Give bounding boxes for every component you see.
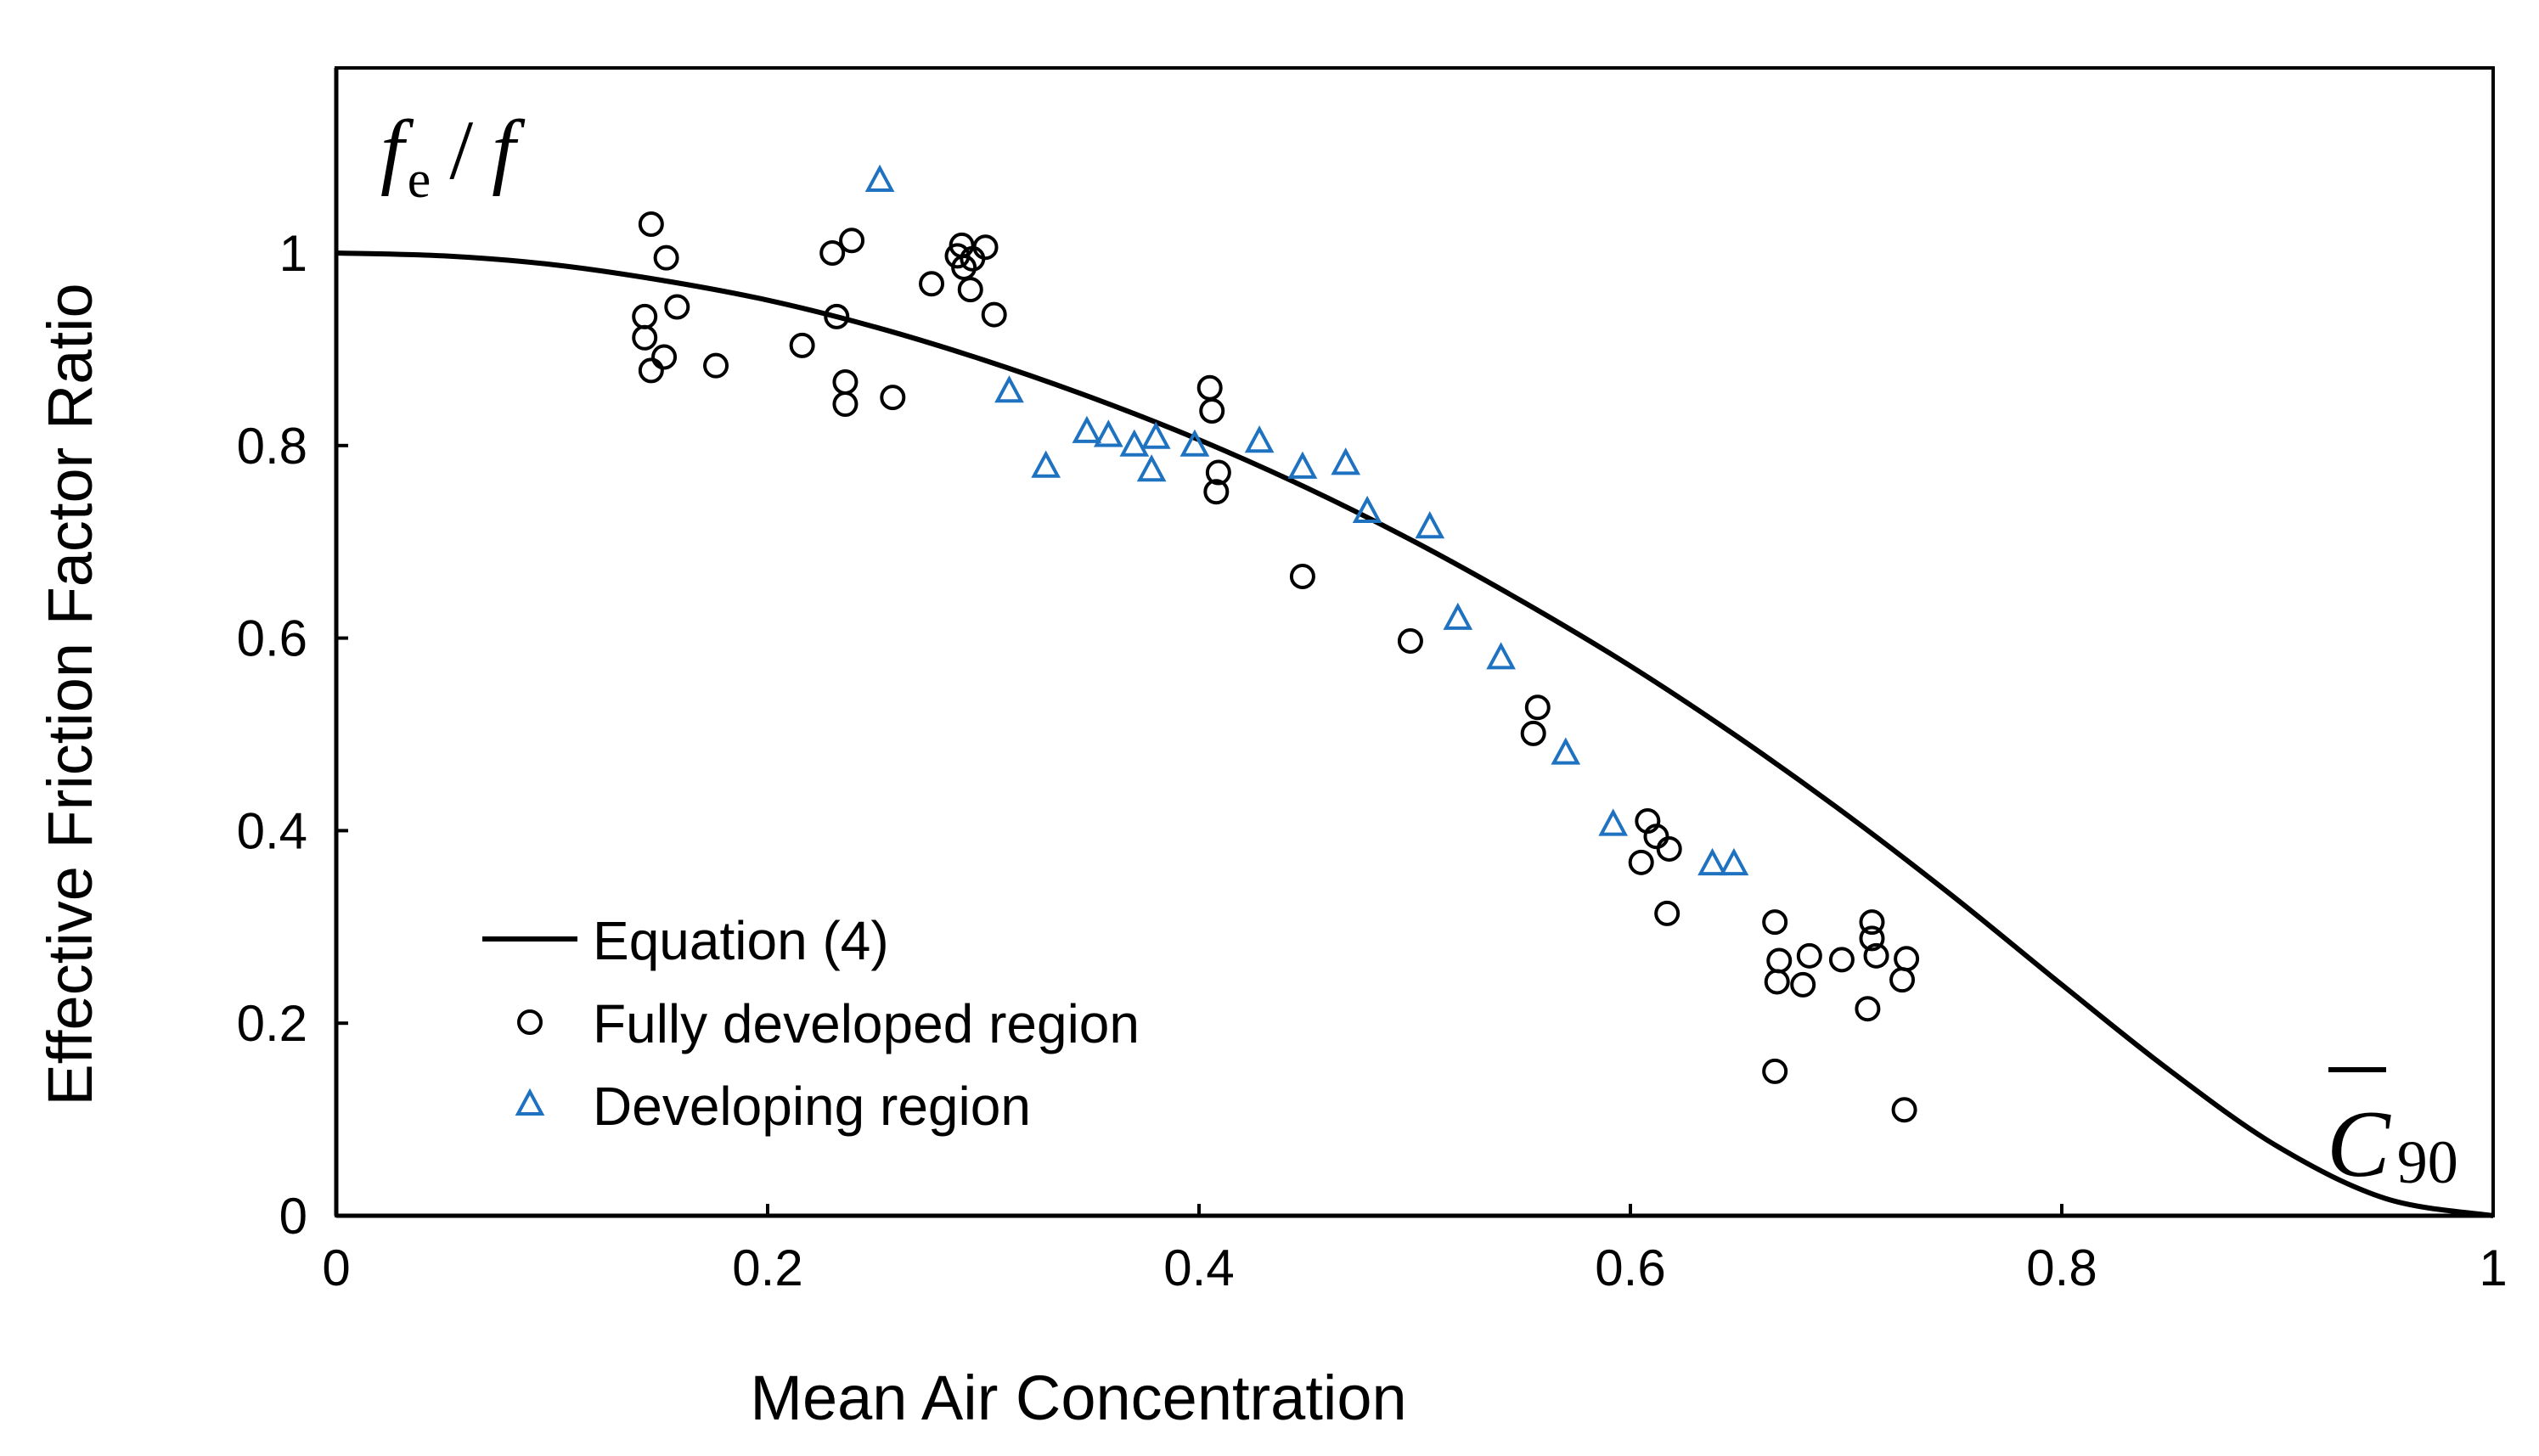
- developing-point: [1443, 602, 1473, 630]
- fully-developed-point: [1205, 459, 1231, 486]
- fully-developed-point: [1762, 1058, 1788, 1084]
- fully-developed-point: [1889, 967, 1916, 993]
- fully-developed-point: [1203, 479, 1230, 505]
- developing-point: [1598, 808, 1629, 836]
- svg-text:fe/f: fe / f: [380, 103, 526, 209]
- fully-developed-point: [632, 324, 658, 351]
- fully-developed-point: [703, 352, 729, 379]
- fully-developed-point: [1828, 947, 1855, 973]
- developing-point: [1331, 447, 1361, 475]
- y-tick-label: 0.6: [237, 610, 307, 667]
- developing-point: [1697, 847, 1727, 876]
- fully-developed-point: [824, 303, 850, 329]
- fully-developed-point: [839, 228, 865, 254]
- c90-label: C 90: [2327, 1067, 2458, 1197]
- y-tick-label: 0.4: [237, 802, 307, 859]
- fully-developed-point: [1520, 720, 1546, 746]
- fully-developed-point: [1855, 996, 1881, 1022]
- developing-point: [1352, 495, 1382, 524]
- data-points-layer: [632, 164, 1920, 1123]
- fully-developed-point: [1289, 564, 1315, 590]
- fully-developed-point: [638, 357, 664, 384]
- developing-point: [864, 164, 895, 192]
- equation-curve-layer: [335, 250, 2494, 1218]
- legend-label-fully-developed: Fully developed region: [593, 993, 1140, 1054]
- legend-triangle-marker: [515, 1088, 545, 1116]
- developing-point: [1551, 737, 1581, 765]
- y-axis-title: Effective Friction Factor Ratio: [35, 283, 105, 1105]
- developing-point: [1415, 510, 1445, 539]
- ratio-label-separator: /: [449, 103, 473, 197]
- x-tick-label: 0.2: [732, 1240, 802, 1296]
- fully-developed-point: [972, 234, 999, 261]
- fully-developed-point: [951, 255, 977, 281]
- fully-developed-point: [638, 211, 664, 237]
- fully-developed-point: [1397, 628, 1423, 655]
- fully-developed-point: [1654, 900, 1680, 926]
- x-tick-label: 0: [322, 1240, 350, 1296]
- x-tick-label: 0.4: [1163, 1240, 1234, 1296]
- fully-developed-point: [1859, 909, 1885, 936]
- legend: Equation (4) Fully developed region Deve…: [482, 910, 1140, 1137]
- legend-label-developing: Developing region: [593, 1076, 1031, 1137]
- developing-point: [1287, 451, 1318, 479]
- legend-circle-marker: [517, 1009, 543, 1035]
- fully-developed-point: [1199, 397, 1225, 424]
- c90-label-main: C: [2327, 1092, 2391, 1197]
- fully-developed-point: [819, 240, 846, 266]
- ratio-label: fe / f: [380, 103, 526, 209]
- y-tick-label: 0.8: [237, 418, 307, 475]
- fully-developed-point: [1796, 942, 1822, 969]
- fully-developed-point: [1863, 942, 1889, 969]
- equation-4-curve: [335, 250, 2494, 1218]
- x-axis-title: Mean Air Concentration: [750, 1363, 1406, 1433]
- developing-point: [1119, 429, 1150, 457]
- fully-developed-point: [957, 277, 983, 303]
- fully-developed-point: [1762, 909, 1788, 936]
- developing-point: [1140, 421, 1171, 449]
- fully-developed-point: [880, 385, 906, 411]
- fully-developed-point: [653, 245, 679, 271]
- developing-point: [994, 375, 1024, 403]
- y-tick-label: 1: [279, 225, 307, 282]
- developing-point: [1719, 847, 1749, 876]
- y-tick-label: 0: [279, 1188, 307, 1245]
- x-tick-label: 0.6: [1595, 1240, 1665, 1296]
- y-tick-label: 0.2: [237, 995, 307, 1052]
- fully-developed-point: [1524, 694, 1551, 721]
- x-tick-label: 1: [2479, 1240, 2507, 1296]
- legend-label-equation: Equation (4): [593, 910, 889, 971]
- fully-developed-point: [1628, 849, 1654, 875]
- fully-developed-point: [1891, 1097, 1917, 1123]
- c90-label-subscript: 90: [2397, 1128, 2458, 1196]
- x-tick-label: 0.8: [2026, 1240, 2097, 1296]
- developing-point: [1486, 642, 1516, 670]
- fully-developed-point: [1790, 971, 1816, 998]
- axis-ticks-layer: 0 0.2 0.4 0.6 0.8 1 0 0.2 0.4 0.6 0.8 1: [237, 225, 2508, 1296]
- fully-developed-point: [1764, 969, 1790, 995]
- developing-point: [1136, 454, 1167, 482]
- developing-point: [1244, 425, 1275, 453]
- fully-developed-point: [919, 271, 945, 297]
- fully-developed-point: [789, 332, 815, 358]
- fully-developed-point: [832, 391, 859, 418]
- svg-text:C90: C 90: [2327, 1092, 2458, 1197]
- fully-developed-point: [651, 344, 678, 370]
- fully-developed-point: [1656, 835, 1682, 862]
- fully-developed-point: [664, 294, 690, 320]
- ratio-label-subscript: e: [408, 151, 431, 209]
- developing-point: [1093, 419, 1123, 447]
- developing-point: [1072, 415, 1102, 443]
- developing-point: [1179, 429, 1210, 457]
- developing-point: [1031, 450, 1061, 478]
- fully-developed-point: [1859, 925, 1885, 952]
- fully-developed-point: [981, 301, 1007, 328]
